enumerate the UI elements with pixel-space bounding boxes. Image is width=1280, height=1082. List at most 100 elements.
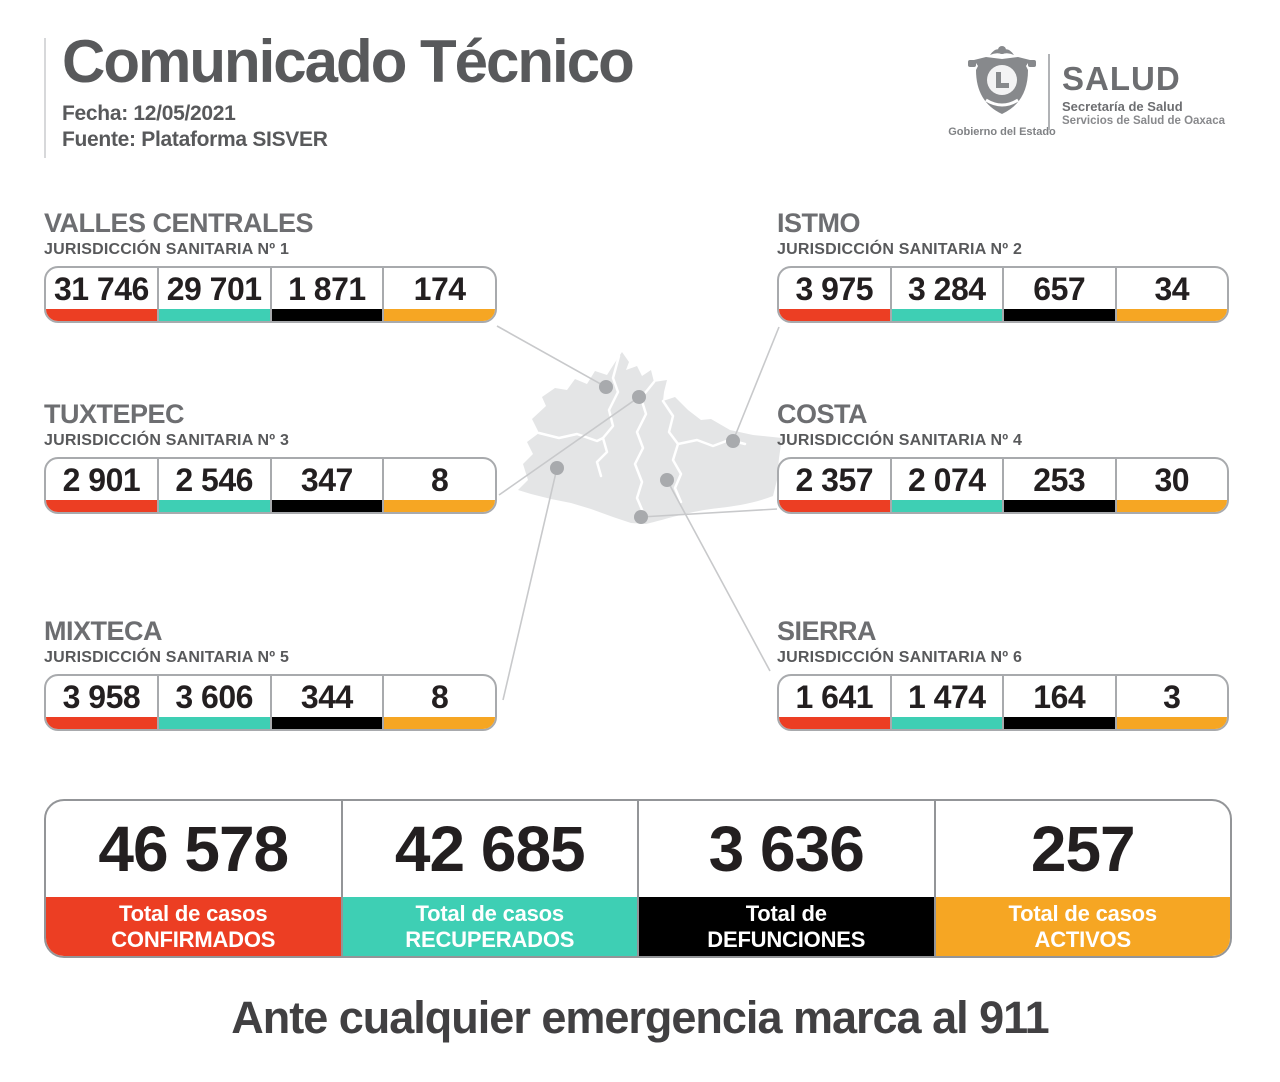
- state-crest-icon: [968, 46, 1036, 114]
- region-tuxtepec: TUXTEPEC JURISDICCIÓN SANITARIA Nº 3 2 9…: [44, 401, 497, 514]
- region-istmo: ISTMO JURISDICCIÓN SANITARIA Nº 2 3 975 …: [777, 210, 1229, 323]
- active-cell: 8: [384, 676, 495, 729]
- confirmed-value: 31 746: [53, 271, 149, 307]
- region-jurisdiction: JURISDICCIÓN SANITARIA Nº 3: [44, 432, 290, 449]
- region-valles-centrales: VALLES CENTRALES JURISDICCIÓN SANITARIA …: [44, 210, 497, 323]
- region-name: SIERRA: [777, 616, 877, 646]
- connector-line: [498, 396, 640, 496]
- total-confirmed-label: Total de casos CONFIRMADOS: [46, 897, 341, 956]
- active-cell: 3: [1116, 676, 1227, 729]
- region-mixteca: MIXTECA JURISDICCIÓN SANITARIA Nº 5 3 95…: [44, 618, 497, 731]
- deaths-cell: 657: [1004, 268, 1117, 321]
- region-jurisdiction: JURISDICCIÓN SANITARIA Nº 1: [44, 241, 290, 258]
- confirmed-cell: 2 901: [46, 459, 159, 512]
- region-stats-card: 2 901 2 546 347 8: [44, 457, 497, 514]
- confirmed-color-bar: [779, 500, 890, 512]
- total-deaths-label: Total de DEFUNCIONES: [639, 897, 934, 956]
- region-jurisdiction: JURISDICCIÓN SANITARIA Nº 5: [44, 649, 290, 666]
- deaths-color-bar: [271, 309, 383, 321]
- region-name: VALLES CENTRALES: [44, 208, 314, 238]
- government-label: Gobierno del Estado: [948, 126, 1056, 138]
- map-marker-dot: [550, 461, 564, 475]
- deaths-cell: 347: [271, 459, 385, 512]
- total-confirmed: 46 578 Total de casos CONFIRMADOS: [46, 801, 343, 956]
- recovered-color-bar: [158, 309, 270, 321]
- confirmed-color-bar: [46, 500, 157, 512]
- map-marker-dot: [726, 434, 740, 448]
- date-label: Fecha: 12/05/2021: [62, 102, 236, 125]
- region-jurisdiction: JURISDICCIÓN SANITARIA Nº 6: [777, 649, 1023, 666]
- connector-line: [640, 508, 778, 518]
- label-line2: DEFUNCIONES: [707, 926, 866, 952]
- page-title: Comunicado Técnico: [62, 28, 635, 95]
- recovered-value: 3 284: [907, 271, 986, 307]
- deaths-cell: 253: [1004, 459, 1117, 512]
- region-name: MIXTECA: [44, 616, 163, 646]
- active-value: 8: [430, 462, 449, 498]
- recovered-cell: 3 606: [158, 676, 272, 729]
- active-value: 174: [413, 271, 466, 307]
- region-stats-card: 1 641 1 474 164 3: [777, 674, 1229, 731]
- totals-card: 46 578 Total de casos CONFIRMADOS 42 685…: [44, 799, 1232, 958]
- connector-line: [666, 479, 771, 672]
- confirmed-color-bar: [46, 309, 157, 321]
- region-stats-card: 31 746 29 701 1 871 174: [44, 266, 497, 323]
- confirmed-value: 1 641: [795, 679, 874, 715]
- emergency-message: Ante cualquier emergencia marca al 911: [231, 992, 1049, 1043]
- label-line2: CONFIRMADOS: [111, 926, 276, 952]
- label-line1: Total de casos: [415, 900, 565, 926]
- region-costa: COSTA JURISDICCIÓN SANITARIA Nº 4 2 357 …: [777, 401, 1229, 514]
- active-color-bar: [384, 717, 495, 729]
- region-sierra: SIERRA JURISDICCIÓN SANITARIA Nº 6 1 641…: [777, 618, 1229, 731]
- connector-line: [502, 467, 558, 701]
- confirmed-cell: 1 641: [779, 676, 892, 729]
- total-active-label: Total de casos ACTIVOS: [935, 897, 1230, 956]
- confirmed-value: 3 975: [795, 271, 874, 307]
- map-marker-dot: [660, 473, 674, 487]
- active-value: 30: [1154, 462, 1190, 498]
- recovered-cell: 2 074: [891, 459, 1004, 512]
- confirmed-cell: 31 746: [46, 268, 159, 321]
- recovered-cell: 29 701: [158, 268, 272, 321]
- deaths-value: 347: [300, 462, 353, 498]
- confirmed-cell: 3 958: [46, 676, 159, 729]
- active-color-bar: [384, 500, 495, 512]
- logo-subtitle-1: Secretaría de Salud: [1062, 99, 1183, 114]
- title-accent-rule: [44, 38, 46, 158]
- confirmed-value: 2 901: [62, 462, 141, 498]
- recovered-value: 3 606: [175, 679, 253, 715]
- recovered-cell: 3 284: [891, 268, 1004, 321]
- source-label: Fuente: Plataforma SISVER: [62, 128, 328, 152]
- total-confirmed-value: 46 578: [98, 813, 289, 885]
- region-name: COSTA: [777, 399, 868, 429]
- region-stats-card: 3 975 3 284 657 34: [777, 266, 1229, 323]
- active-value: 8: [430, 679, 449, 715]
- total-active-value: 257: [1030, 813, 1136, 885]
- salud-wordmark: SALUD: [1062, 60, 1181, 97]
- region-jurisdiction: JURISDICCIÓN SANITARIA Nº 2: [777, 241, 1023, 258]
- recovered-value: 29 701: [166, 271, 262, 307]
- connector-line: [496, 325, 607, 388]
- deaths-color-bar: [1004, 717, 1115, 729]
- map-marker-dot: [632, 390, 646, 404]
- total-deaths-value: 3 636: [708, 813, 865, 885]
- region-stats-card: 2 357 2 074 253 30: [777, 457, 1229, 514]
- region-name: TUXTEPEC: [44, 399, 185, 429]
- deaths-cell: 1 871: [271, 268, 385, 321]
- recovered-cell: 1 474: [891, 676, 1004, 729]
- connector-line: [732, 326, 780, 442]
- deaths-color-bar: [1004, 309, 1115, 321]
- recovered-cell: 2 546: [158, 459, 272, 512]
- deaths-value: 253: [1033, 462, 1086, 498]
- confirmed-cell: 3 975: [779, 268, 892, 321]
- recovered-value: 2 074: [907, 462, 986, 498]
- active-color-bar: [384, 309, 495, 321]
- confirmed-cell: 2 357: [779, 459, 892, 512]
- total-active: 257 Total de casos ACTIVOS: [935, 801, 1230, 956]
- logo-text: SALUD Secretaría de Salud Servicios de S…: [1062, 62, 1252, 127]
- deaths-value: 344: [300, 679, 353, 715]
- confirmed-color-bar: [779, 309, 890, 321]
- active-value: 34: [1154, 271, 1190, 307]
